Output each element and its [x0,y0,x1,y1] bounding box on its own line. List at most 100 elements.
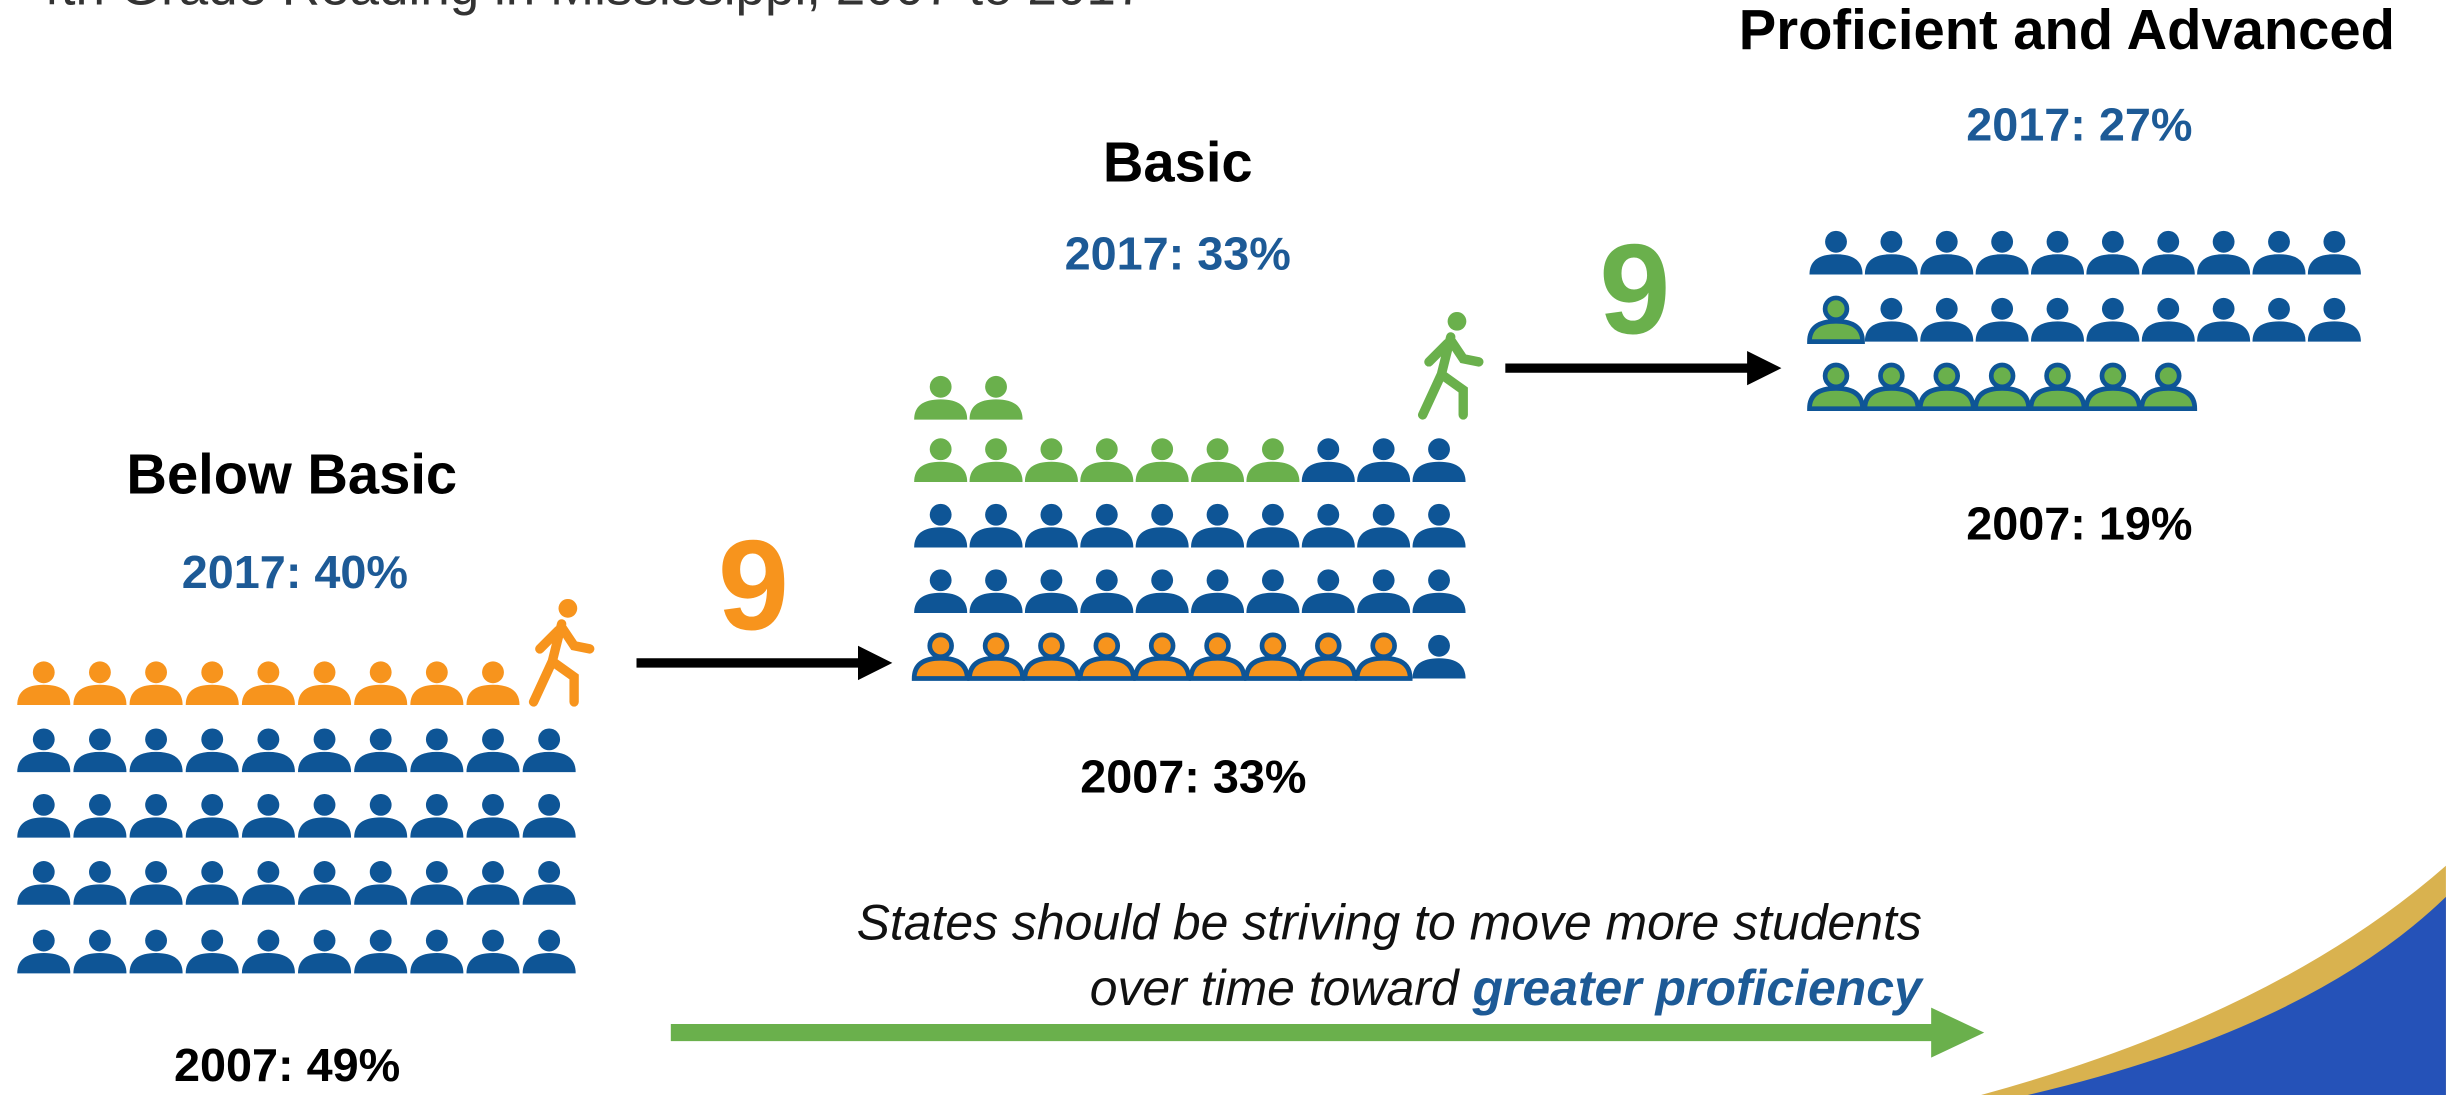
corner-decoration [1981,865,2446,1095]
person-icon [1807,295,1865,344]
person-icon [1412,569,1466,614]
person-icon [1807,362,1865,412]
person-icon [1354,632,1413,681]
person-icon [1973,362,2031,412]
person-icon [2086,230,2140,275]
level-2007: 2007: 49% [174,1039,400,1091]
person-icon [466,861,520,905]
person-icon [2307,230,2361,275]
person-icon [969,438,1023,482]
person-icon [298,929,352,974]
person-icon [410,793,464,838]
person-icon [73,793,127,838]
person-icon [410,929,464,974]
person-icon [73,861,127,905]
person-icon [1024,438,1078,482]
person-icon [1357,569,1411,614]
person-icon [1244,632,1302,681]
note-emphasis: greater proficiency [1471,960,1924,1016]
person-icon [914,503,968,548]
person-icon [1022,632,1081,681]
slide-title: 4th Grade Reading in Mississippi, 2007 t… [31,0,1145,17]
level-2017: 2017: 40% [182,546,408,598]
person-icon [914,375,968,420]
person-icon [241,661,295,706]
person-icon [185,793,239,838]
note-line: States should be striving to move more s… [857,895,1922,951]
person-icon [1301,503,1355,548]
person-icon [466,929,520,974]
person-icon [1077,632,1136,681]
person-icon [129,793,183,838]
level-name: Below Basic [126,443,457,506]
person-icon [1412,438,1466,482]
person-icon [185,728,239,773]
person-icon [967,632,1025,681]
person-icon [1135,503,1189,548]
person-icon [17,861,71,905]
person-icon [410,661,464,706]
person-icon [466,661,520,706]
note-text: over time toward [1090,960,1473,1016]
person-icon [1920,230,1974,275]
person-icon [1864,297,1918,342]
arrow [636,350,1782,681]
person-icon [1301,569,1355,614]
person-icon [1191,503,1245,548]
person-icon [1862,362,1921,412]
person-icon [1301,438,1355,482]
person-icon [354,728,408,773]
person-icon [1246,503,1300,548]
person-icon [1135,569,1189,614]
person-icon [1135,438,1189,482]
person-icon [1975,297,2029,342]
person-icon [241,861,295,905]
person-icon [129,661,183,706]
walker-icon [528,598,595,707]
person-icon [185,861,239,905]
person-icon [1412,503,1466,548]
person-icon [1864,230,1918,275]
level-name: Basic [1103,131,1253,194]
person-icon [466,793,520,838]
person-icon [1357,438,1411,482]
person-icon [2030,230,2085,275]
person-icon [2084,362,2142,412]
person-icon [410,861,464,905]
person-icon [1080,569,1134,614]
person-icon [1357,503,1411,548]
person-icon [1246,438,1300,482]
person-icon [129,861,183,905]
person-icon [2197,297,2251,342]
person-icon [354,661,408,706]
person-icon [466,728,520,773]
person-icon [17,728,71,773]
person-icon [2197,230,2251,275]
person-icon [914,438,968,482]
pictograph [17,230,2361,974]
person-icon [2086,297,2140,342]
person-icon [969,375,1023,420]
person-icon [2252,297,2306,342]
person-icon [1975,230,2029,275]
person-icon [129,929,183,974]
level-2007: 2007: 19% [1966,498,2192,550]
person-icon [298,728,352,773]
person-icon [2028,362,2087,412]
person-icon [2307,297,2361,342]
person-icon [129,728,183,773]
person-icon [1191,438,1245,482]
person-icon [969,503,1023,548]
person-icon [914,569,968,614]
person-icon [298,661,352,706]
person-icon [298,861,352,905]
level-name: Proficient and Advanced [1739,0,2395,61]
note-line: over time toward greater proficiency [1090,960,1924,1016]
person-icon [241,929,295,974]
person-icon [522,861,576,905]
person-icon [1299,632,1358,681]
person-icon [969,569,1023,614]
person-icon [17,793,71,838]
person-icon [73,728,127,773]
